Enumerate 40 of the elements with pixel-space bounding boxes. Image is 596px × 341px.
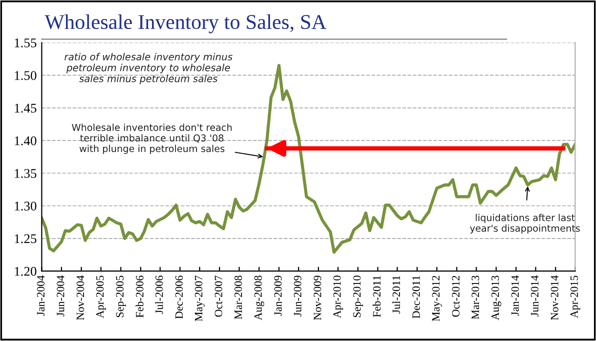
x-tick-label: Feb-2006	[136, 276, 144, 318]
x-tick-label: Mar-2013	[472, 276, 480, 320]
x-tick-label: Oct-2007	[214, 276, 222, 317]
x-tick-label: Jul-2011	[392, 276, 400, 314]
x-tick-label: Aug-2013	[491, 276, 502, 320]
x-tick-label: Oct-2012	[452, 276, 460, 317]
y-tick-label: 1.40	[14, 136, 36, 146]
x-tick-label: Aug-2008	[254, 276, 264, 320]
y-tick-label: 1.50	[14, 71, 36, 80]
x-tick-label: Nov-2004	[76, 275, 84, 320]
x-tick-label: Feb-2011	[372, 276, 381, 318]
x-tick-label: Sep-2010	[353, 276, 363, 318]
y-tick-label: 1.35	[14, 169, 36, 178]
x-tick-label: Jun-2004	[56, 275, 64, 316]
x-tick-label: Mar-2008	[234, 276, 242, 320]
y-tick-label: 1.30	[14, 202, 36, 211]
x-tick-label: Jan-2004	[37, 275, 44, 316]
y-tick-label: 1.45	[14, 104, 36, 113]
x-tick-label: Dec-2011	[412, 276, 420, 318]
y-tick-label: 1.20	[14, 266, 36, 276]
y-tick-label: 1.25	[14, 234, 36, 244]
x-tick-label: Jun-2009	[294, 276, 302, 316]
x-tick-label: Apr-2015	[570, 276, 580, 318]
x-tick-label: Dec-2006	[175, 276, 183, 319]
x-tick-label: Apr-2010	[333, 276, 344, 318]
annotation: ratio of wholesale inventory minus petroleum inventory to wholesale sales minus petroleum sales	[64, 52, 232, 84]
x-tick-label: Jan-2009	[274, 276, 282, 316]
annotation: Wholesale inventories don't reach terrible imbalance until Q3 '08 with plunge in petroleum sales	[72, 124, 232, 154]
x-tick-label: Apr-2005	[96, 276, 106, 318]
x-tick-label: May-2007	[194, 276, 205, 322]
x-tick-label: May-2012	[432, 276, 442, 322]
x-tick-label: Jan-2014	[511, 275, 519, 316]
x-tick-label: Sep-2005	[116, 276, 126, 318]
x-tick-label: Nov-2009	[314, 276, 322, 320]
x-tick-label: Jul-2006	[155, 276, 163, 314]
x-tick-label: Nov-2014	[550, 275, 558, 320]
annotation: liquidations after last year's disappointments	[470, 214, 580, 234]
y-tick-label: 1.55	[14, 38, 36, 48]
x-tick-label: Jun-2014	[530, 275, 538, 316]
chart-title: Wholesale Inventory to Sales, SA	[44, 14, 326, 34]
